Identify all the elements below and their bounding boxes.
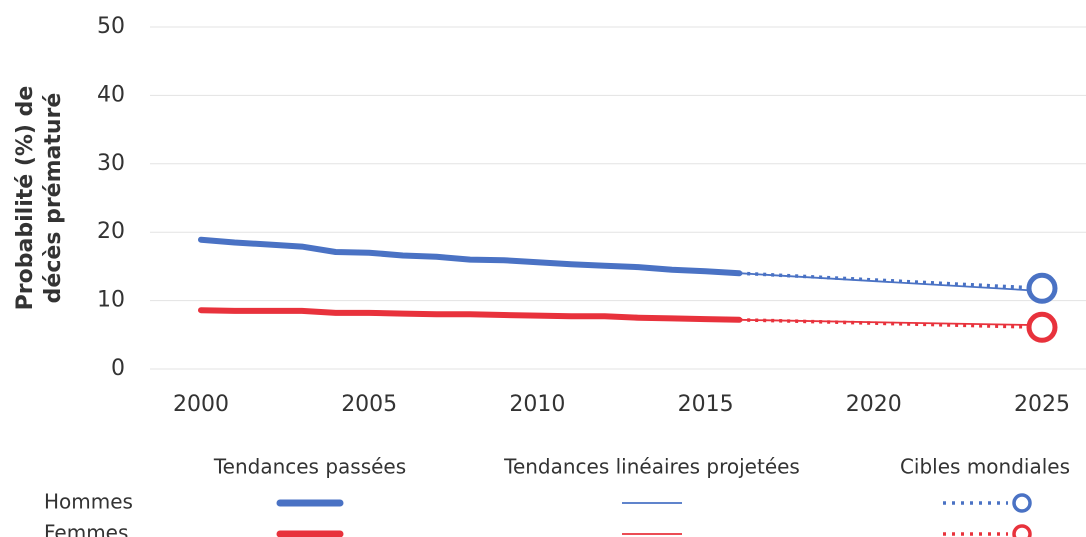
past-line — [198, 307, 743, 323]
target-marker — [1026, 272, 1058, 304]
legend-target-marker — [1012, 524, 1032, 537]
y-tick-label: 10 — [97, 288, 125, 313]
y-tick-label: 20 — [97, 219, 125, 244]
legend-label: Hommes — [44, 490, 133, 514]
target-line — [739, 318, 1043, 330]
y-tick-label: 0 — [111, 356, 125, 381]
x-tick-label: 2020 — [846, 392, 902, 417]
target-marker — [1026, 311, 1058, 343]
past-line — [198, 236, 743, 277]
legend-column-header: Cibles mondiales — [900, 455, 1070, 479]
y-tick-label: 40 — [97, 82, 125, 107]
y-tick-label: 30 — [97, 151, 125, 176]
y-axis-label-line: Probabilité (%) de — [13, 86, 38, 311]
target-line — [739, 271, 1043, 291]
legend-label: Femmes — [44, 521, 128, 537]
y-axis-label-line: décès prématuré — [41, 93, 66, 304]
x-tick-label: 2015 — [678, 392, 734, 417]
projected-line — [739, 318, 1043, 327]
x-tick-label: 2025 — [1014, 392, 1070, 417]
x-tick-label: 2010 — [509, 392, 565, 417]
x-tick-label: 2000 — [173, 392, 229, 417]
projected-line — [739, 272, 1043, 292]
y-tick-label: 50 — [97, 14, 125, 39]
legend-column-header: Tendances passées — [213, 455, 406, 479]
legend-target-marker — [1012, 493, 1032, 513]
x-tick-label: 2005 — [341, 392, 397, 417]
legend-column-header: Tendances linéaires projetées — [503, 455, 800, 479]
y-axis-label: Probabilité (%) de décès prématuré — [13, 86, 66, 311]
